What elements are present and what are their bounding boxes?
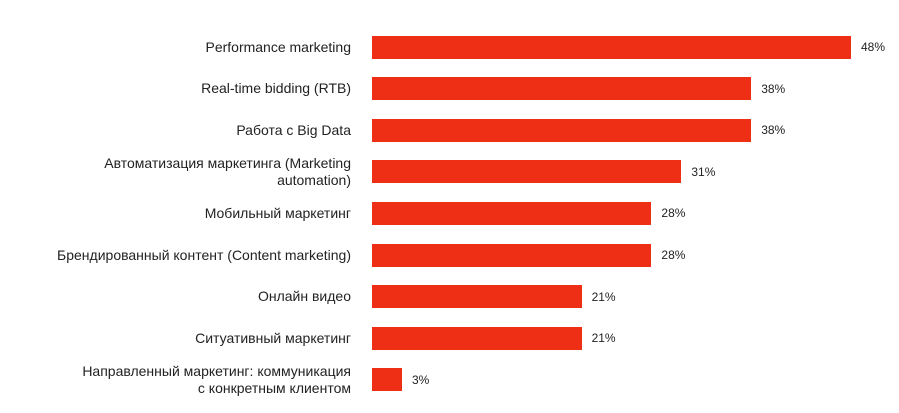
value-label: 38% [761, 123, 786, 138]
bar [372, 77, 752, 101]
value-label: 21% [591, 289, 616, 304]
category-label: Ситуативный маркетинг [195, 329, 351, 346]
bar [372, 243, 652, 267]
bar [372, 368, 402, 392]
bar [372, 326, 582, 350]
category-label: Направленный маркетинг: коммуникация с к… [82, 362, 351, 396]
value-label: 28% [661, 248, 686, 262]
category-label: Performance marketing [205, 38, 351, 55]
category-label: Real-time bidding (RTB) [201, 80, 351, 97]
value-label: 48% [861, 40, 886, 54]
value-label: 21% [591, 331, 616, 346]
category-label: Работа с Big Data [236, 121, 351, 138]
value-label: 28% [661, 206, 686, 221]
category-label: Мобильный маркетинг [204, 204, 351, 221]
value-label: 31% [691, 164, 716, 179]
bar [372, 201, 652, 225]
bar [372, 35, 851, 59]
value-label: 3% [411, 372, 430, 387]
category-label: Онлайн видео [257, 288, 351, 305]
category-label: Автоматизация маркетинга (Marketing auto… [104, 154, 351, 188]
category-label: Брендированный контент (Content marketin… [57, 246, 351, 263]
bar [372, 160, 682, 184]
bar [372, 118, 752, 142]
value-label: 38% [761, 81, 786, 96]
bar [372, 285, 582, 309]
